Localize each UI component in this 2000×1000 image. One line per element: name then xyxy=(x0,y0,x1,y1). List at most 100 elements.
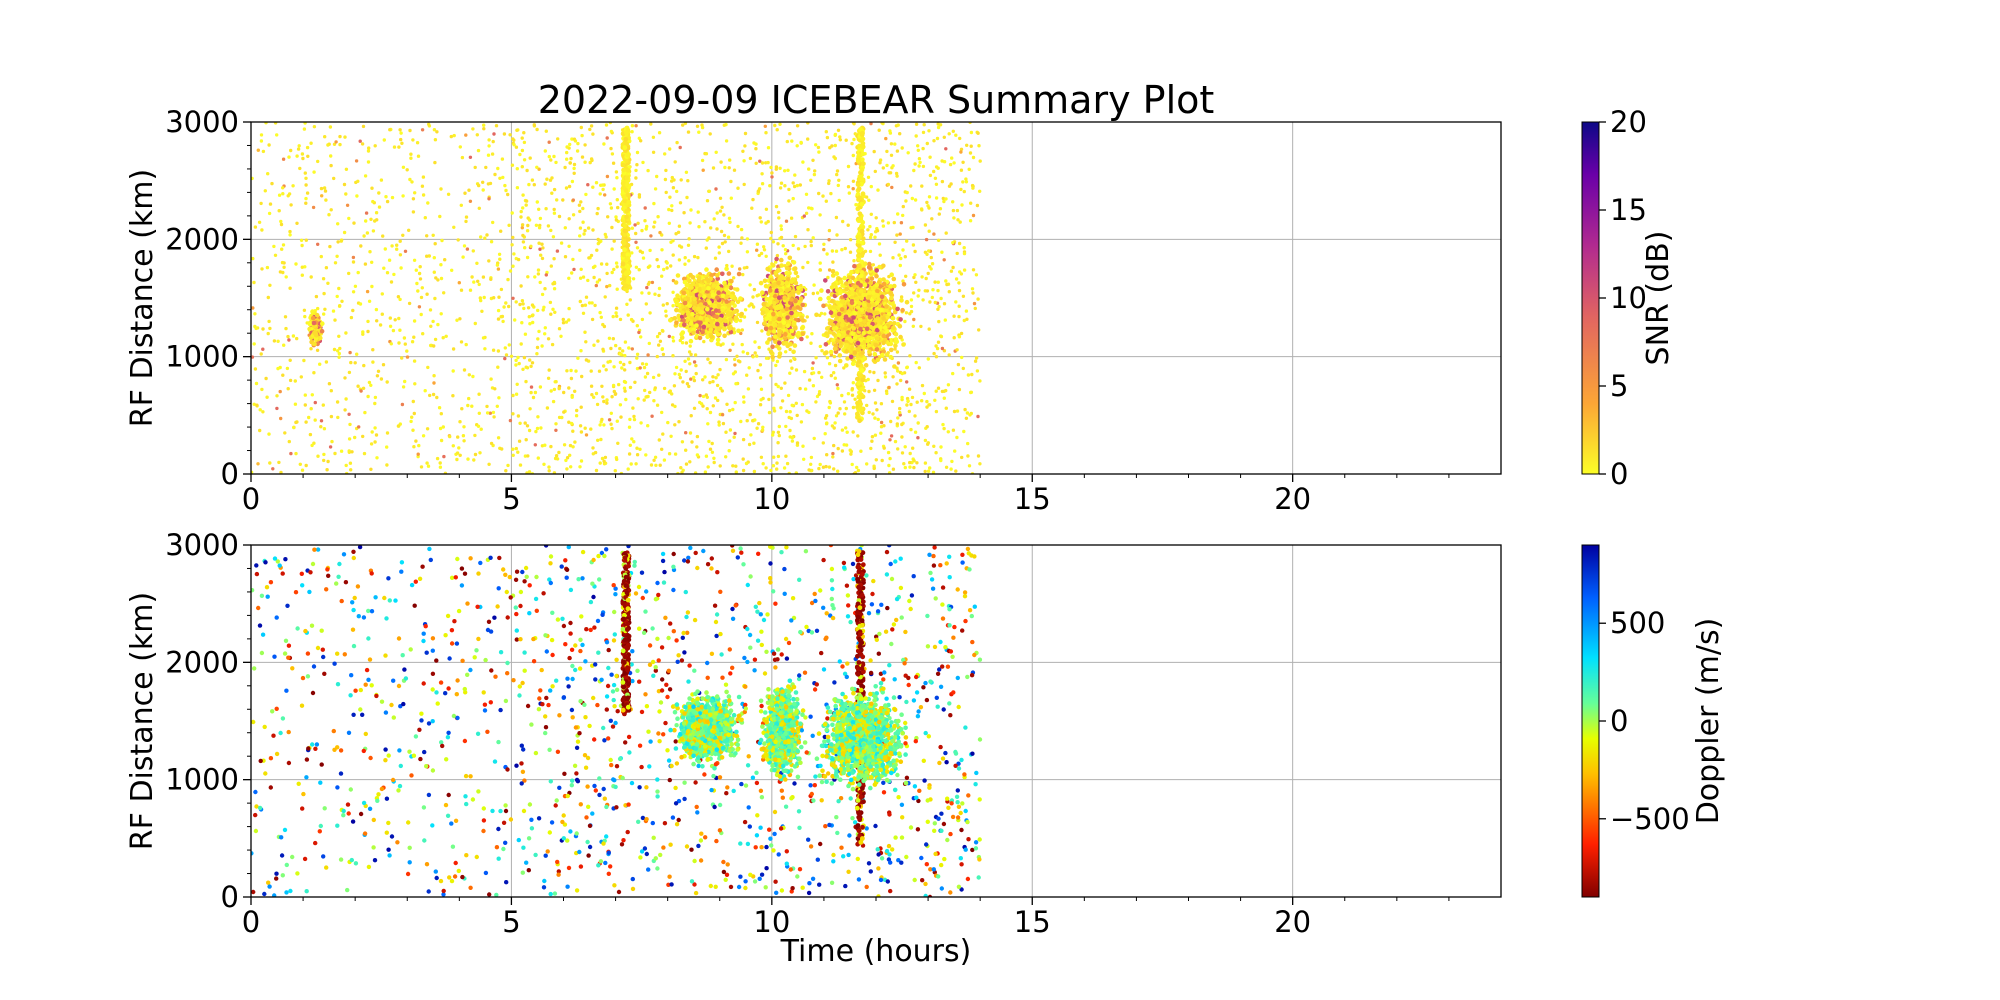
snr-data-point xyxy=(836,411,840,415)
snr-data-point xyxy=(775,359,780,364)
snr-data-point xyxy=(589,124,594,128)
snr-data-point xyxy=(773,293,778,299)
snr-data-point xyxy=(714,187,718,191)
snr-data-point xyxy=(869,212,873,216)
snr-data-point xyxy=(635,356,639,360)
snr-data-point xyxy=(547,469,551,473)
snr-data-point xyxy=(673,452,678,456)
snr-data-point xyxy=(817,390,822,394)
snr-data-point xyxy=(630,130,634,134)
snr-data-point xyxy=(923,438,928,443)
snr-data-point xyxy=(678,322,684,328)
snr-data-point xyxy=(811,158,815,162)
snr-data-point xyxy=(643,206,647,210)
snr-data-point xyxy=(709,334,714,340)
snr-data-point xyxy=(522,355,527,360)
snr-data-point xyxy=(336,349,340,353)
snr-data-point xyxy=(869,184,873,189)
snr-data-point xyxy=(531,313,535,317)
snr-data-point xyxy=(753,351,757,355)
snr-data-point xyxy=(743,144,747,148)
snr-data-point xyxy=(481,188,485,192)
snr-data-point xyxy=(919,324,923,329)
snr-data-point xyxy=(960,203,964,207)
snr-data-point xyxy=(732,296,738,302)
snr-data-point xyxy=(501,175,505,180)
snr-data-point xyxy=(823,312,827,316)
snr-data-point xyxy=(300,265,304,269)
snr-data-point xyxy=(511,393,515,398)
snr-data-point xyxy=(524,379,528,384)
snr-data-point xyxy=(936,238,941,242)
snr-data-point xyxy=(527,315,531,319)
snr-data-point xyxy=(779,257,784,263)
snr-data-point xyxy=(402,336,407,340)
snr-data-point xyxy=(327,382,332,386)
snr-data-point xyxy=(321,277,326,281)
snr-data-point xyxy=(643,375,648,379)
snr-data-point xyxy=(856,243,862,249)
snr-data-point xyxy=(838,407,842,411)
snr-data-point xyxy=(772,409,777,413)
snr-data-point xyxy=(380,292,384,296)
snr-data-point xyxy=(947,353,951,357)
snr-data-point xyxy=(791,349,796,355)
snr-data-point xyxy=(609,411,613,415)
snr-data-point xyxy=(648,311,652,315)
snr-data-point xyxy=(688,460,692,464)
snr-data-point xyxy=(934,355,939,359)
snr-data-point xyxy=(281,373,285,377)
snr-data-point xyxy=(972,301,977,306)
snr-data-point xyxy=(622,198,628,204)
snr-data-point xyxy=(528,407,532,411)
snr-data-point xyxy=(671,304,675,308)
snr-data-point xyxy=(253,367,258,371)
snr-data-point xyxy=(508,418,513,423)
snr-data-point xyxy=(827,238,831,242)
snr-data-point xyxy=(554,454,559,458)
snr-data-point xyxy=(543,287,547,291)
snr-data-point xyxy=(715,383,720,388)
snr-data-point xyxy=(744,461,749,466)
snr-data-point xyxy=(727,449,731,453)
snr-data-point xyxy=(652,399,656,403)
snr-data-point xyxy=(888,438,892,442)
snr-data-point xyxy=(379,178,384,182)
snr-data-point xyxy=(790,439,795,443)
snr-data-point xyxy=(374,433,379,437)
snr-data-point xyxy=(914,122,919,127)
snr-data-point xyxy=(869,233,873,237)
snr-data-point xyxy=(693,288,698,294)
snr-data-point xyxy=(277,460,281,465)
snr-data-point xyxy=(518,302,522,307)
snr-data-point xyxy=(809,462,813,466)
snr-data-point xyxy=(827,362,832,366)
snr-data-point xyxy=(870,439,874,443)
snr-data-point xyxy=(728,329,734,335)
snr-data-point xyxy=(958,136,962,141)
snr-data-point xyxy=(508,133,512,137)
snr-data-point xyxy=(936,288,940,293)
snr-data-point xyxy=(936,125,941,130)
snr-data-point xyxy=(876,188,880,192)
snr-data-point xyxy=(504,469,508,473)
snr-data-point xyxy=(609,346,613,351)
snr-data-point xyxy=(648,390,652,395)
snr-data-point xyxy=(855,414,860,420)
snr-data-point xyxy=(801,265,805,270)
snr-data-point xyxy=(883,375,888,379)
snr-data-point xyxy=(784,270,789,276)
snr-data-point xyxy=(829,373,833,378)
snr-data-point xyxy=(878,253,882,257)
snr-data-point xyxy=(715,211,719,215)
snr-data-point xyxy=(723,165,727,170)
snr-data-point xyxy=(385,380,389,384)
snr-data-point xyxy=(552,257,556,261)
snr-data-point xyxy=(929,267,933,271)
snr-data-point xyxy=(483,236,487,240)
snr-data-point xyxy=(527,218,532,222)
snr-data-point xyxy=(397,145,401,149)
snr-data-point xyxy=(416,289,420,293)
snr-data-point xyxy=(611,383,616,388)
